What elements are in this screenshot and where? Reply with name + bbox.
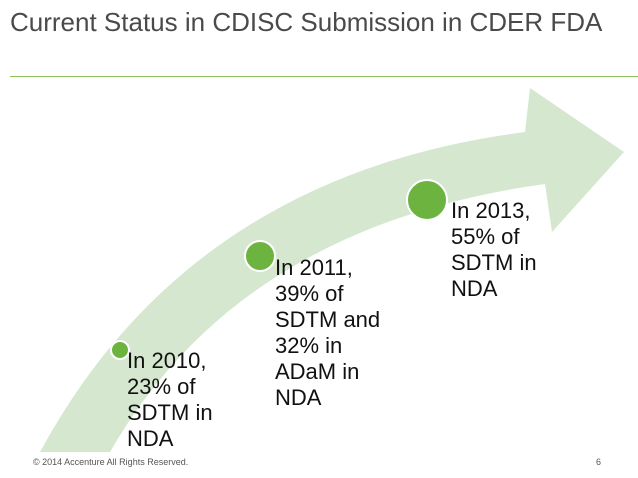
slide-page-number: 6 xyxy=(596,457,602,467)
title-underline xyxy=(10,76,638,77)
milestone-dot-2010 xyxy=(110,340,130,360)
milestone-text-2010: In 2010, 23% of SDTM in NDA xyxy=(127,348,213,451)
milestone-dot-2011 xyxy=(244,240,276,272)
milestone-text-2013: In 2013, 55% of SDTM in NDA xyxy=(451,198,537,301)
milestone-text-2011: In 2011, 39% of SDTM and 32% in ADaM in … xyxy=(275,255,381,410)
footer-copyright: © 2014 Accenture All Rights Reserved. xyxy=(33,457,189,467)
milestone-dot-2013 xyxy=(406,179,448,221)
slide-title: Current Status in CDISC Submission in CD… xyxy=(10,7,603,37)
arrow-shape xyxy=(40,88,624,452)
